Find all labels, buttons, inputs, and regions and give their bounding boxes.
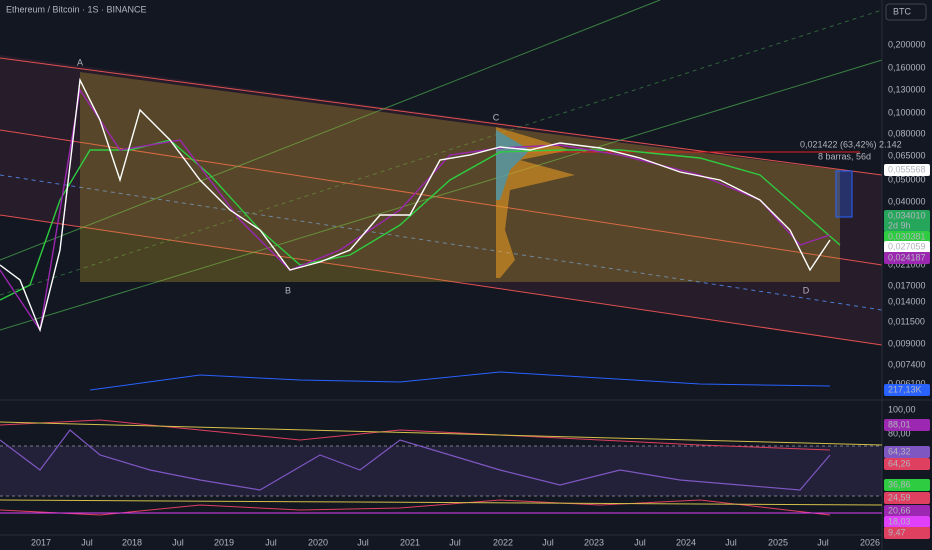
time-axis-label: Jul (81, 537, 93, 547)
price-axis-label: 0,017000 (888, 280, 926, 290)
rsi-tag: 64,26 (888, 458, 911, 468)
time-axis-label: Jul (634, 537, 646, 547)
rsi-tag: 24,59 (888, 492, 911, 502)
rsi-tag: 36,86 (888, 479, 911, 489)
price-tag: 0,027059 (888, 241, 926, 251)
price-line (0, 77, 831, 333)
rsi-tag: 88,01 (888, 419, 911, 429)
price-tag: 0,030381 (888, 231, 926, 241)
price-axis-label: 0,080000 (888, 128, 926, 138)
price-axis-label: 0,200000 (888, 39, 926, 49)
rsi-axis-label: 100,00 (888, 404, 916, 414)
price-axis-label: 0,065000 (888, 150, 926, 160)
measure-box (835, 170, 853, 218)
rsi-tag-bg (884, 492, 930, 504)
time-axis-label: 2023 (584, 537, 604, 547)
ma-purple (0, 88, 831, 332)
rsi-tag-bg (884, 505, 930, 517)
price-tag-bg (884, 210, 930, 222)
rsi-band-lower (0, 499, 831, 516)
time-axis-label: 2025 (768, 537, 788, 547)
green-channel (0, 59, 883, 331)
price-axis-label: 0,160000 (888, 62, 926, 72)
price-axis-label: 0,021000 (888, 259, 926, 269)
time-axis-label: 2026 (860, 537, 880, 547)
price-tag-bg (884, 252, 930, 264)
time-axis-label: 2018 (122, 537, 142, 547)
channel-line (0, 57, 883, 176)
point-label: B (285, 285, 291, 295)
time-axis-label: 2024 (676, 537, 696, 547)
price-axis-label: 0,130000 (888, 84, 926, 94)
rsi-band (0, 446, 882, 496)
rsi-tag-bg (884, 458, 930, 470)
rsi-tag-bg (884, 516, 930, 528)
price-tag: 2d 9h (888, 220, 911, 230)
measure-label: 0,021422 (63,42%) 2.142 (800, 139, 902, 149)
rsi-axis-label: 80,00 (888, 428, 911, 438)
green-channel (0, 9, 883, 296)
price-tag-bg (884, 220, 930, 232)
price-axis-label: 0,007400 (888, 359, 926, 369)
price-tag-bg (884, 241, 930, 253)
time-axis-label: Jul (449, 537, 461, 547)
rsi-trendline (0, 499, 883, 506)
time-axis-label: Jul (725, 537, 737, 547)
price-axis-label: 0,011500 (888, 316, 925, 326)
price-tag: 0,055568 (888, 164, 926, 174)
time-axis-label: 2022 (493, 537, 513, 547)
time-axis-label: Jul (172, 537, 184, 547)
rsi-line (0, 429, 831, 491)
price-axis-label: 0,009000 (888, 338, 926, 348)
range-box (80, 72, 840, 282)
channel-line (0, 129, 883, 266)
price-axis-label: 0,100000 (888, 107, 926, 117)
point-label: C (493, 112, 500, 122)
time-axis-label: 2019 (214, 537, 234, 547)
price-tag: 0,024187 (888, 252, 926, 262)
price-axis-label: 0,040000 (888, 196, 926, 206)
price-axis-label: 0,006100 (888, 378, 926, 388)
green-channel (0, 0, 661, 261)
currency-button (885, 3, 927, 21)
price-axis-label: 0,050000 (888, 174, 926, 184)
rsi-tag-bg (884, 479, 930, 491)
rsi-tag-bg (884, 527, 930, 539)
currency-label: BTC (893, 6, 912, 16)
rsi-tag: 64,32 (888, 446, 911, 456)
price-tag-bg (884, 164, 930, 176)
rsi-band-upper (0, 419, 831, 451)
point-label: D (803, 285, 810, 295)
time-axis-label: Jul (817, 537, 829, 547)
price-axis-label: 0,014000 (888, 296, 926, 306)
price-tag-bg (884, 231, 930, 243)
time-axis-label: Jul (357, 537, 369, 547)
time-axis-label: Jul (542, 537, 554, 547)
rsi-tag: 20,66 (888, 505, 911, 515)
rsi-tag-bg (884, 446, 930, 458)
price-tag: 217,13K (888, 384, 922, 394)
measure-label: 8 barras, 56d (818, 151, 871, 161)
ma-green (0, 139, 841, 301)
time-axis-label: 2017 (31, 537, 51, 547)
time-axis-label: 2021 (400, 537, 420, 547)
rsi-trendline (0, 421, 883, 446)
time-axis-label: Jul (265, 537, 277, 547)
price-tag-bg (884, 384, 930, 396)
price-tag: 0,034010 (888, 210, 926, 220)
point-label: A (77, 57, 83, 67)
volume-ma (89, 371, 831, 391)
time-axis-label: 2020 (308, 537, 328, 547)
channel-line (0, 214, 883, 346)
rsi-tag-bg (884, 419, 930, 431)
channel-fill (0, 55, 882, 345)
rsi-tag: 18,03 (888, 516, 911, 526)
rsi-tag: 9,47 (888, 527, 906, 537)
chart-title: Ethereum / Bitcoin · 1S · BINANCE (6, 4, 147, 14)
volume-profile (496, 127, 575, 278)
